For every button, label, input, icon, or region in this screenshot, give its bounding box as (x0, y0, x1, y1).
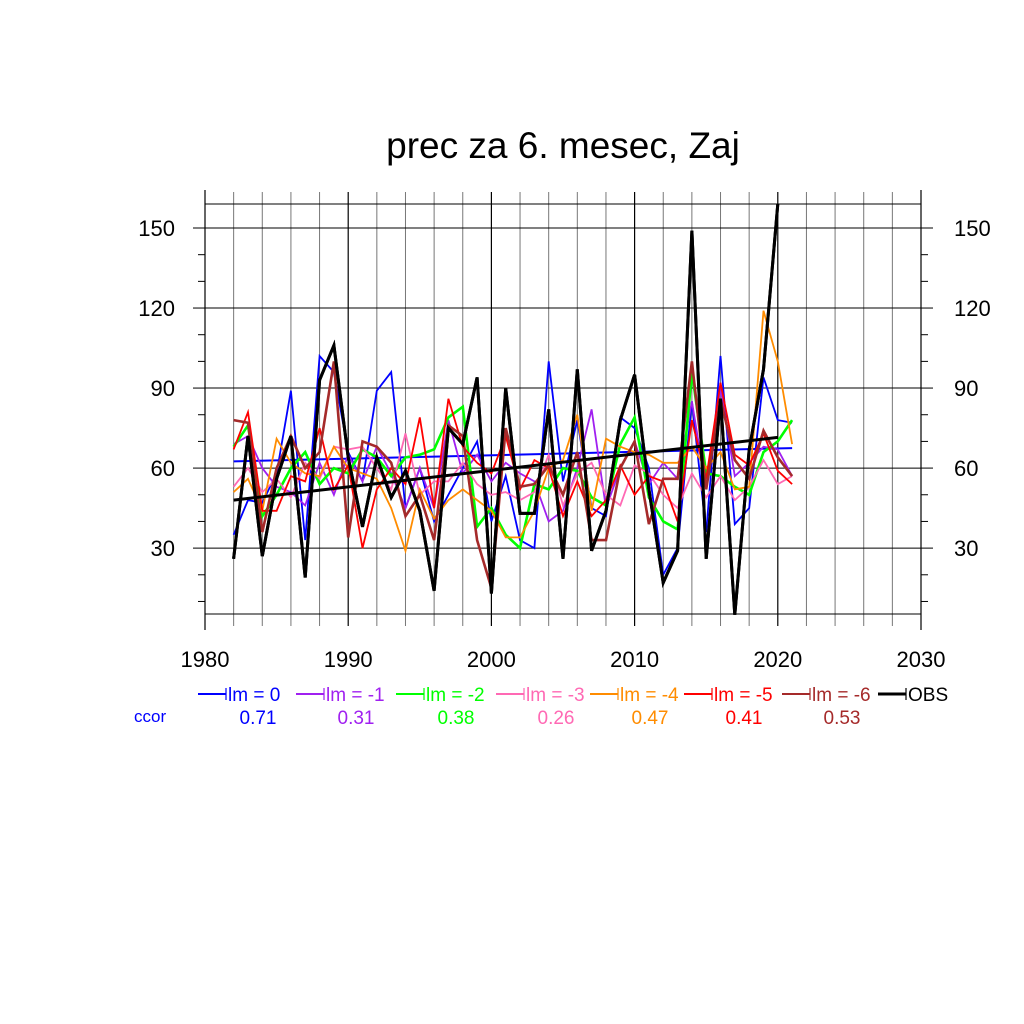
legend-label: OBS (908, 685, 948, 706)
legend-label: lm = -3 (526, 685, 585, 706)
grid (205, 192, 921, 626)
y-tick-label-left: 150 (138, 216, 175, 241)
legend-ccor-value: 0.53 (824, 708, 861, 729)
chart-title: prec za 6. mesec, Zaj (386, 125, 740, 166)
legend-label: lm = -4 (620, 685, 679, 706)
x-tick-label: 1990 (324, 647, 373, 672)
x-tick-label: 2010 (610, 647, 659, 672)
x-tick-label: 2020 (753, 647, 802, 672)
legend-label: lm = -2 (426, 685, 485, 706)
axis-ticks: 30 30 60 60 90 90 120 120 150 150 1980 1990 2000 2010… (138, 216, 990, 672)
trend-line (233, 435, 778, 502)
y-tick-label-right: 150 (954, 216, 991, 241)
x-tick-label: 1980 (181, 647, 230, 672)
series-line-obs (232, 203, 780, 615)
legend-label: lm = -1 (326, 685, 385, 706)
y-tick-label-right: 60 (954, 456, 978, 481)
legend-ccor-label: ccor (134, 707, 166, 726)
legend-label: lm = -5 (714, 685, 773, 706)
x-tick-label: 2030 (897, 647, 946, 672)
y-tick-label-right: 120 (954, 296, 991, 321)
y-tick-label-right: 90 (954, 376, 978, 401)
y-tick-label-left: 90 (151, 376, 175, 401)
y-tick-label-left: 120 (138, 296, 175, 321)
y-tick-label-left: 60 (151, 456, 175, 481)
x-tick-label: 2000 (467, 647, 516, 672)
legend-label: lm = 0 (228, 685, 280, 706)
legend-label: lm = -6 (812, 685, 871, 706)
legend-ccor-value: 0.38 (438, 708, 475, 729)
plot-lines (232, 203, 794, 615)
legend-ccor-value: 0.31 (338, 708, 375, 729)
legend-ccor-value: 0.47 (632, 708, 669, 729)
legend-ccor-value: 0.41 (726, 708, 763, 729)
legend-ccor-value: 0.26 (538, 708, 575, 729)
plot-frame (204, 190, 922, 630)
y-tick-label-left: 30 (151, 536, 175, 561)
legend-ccor-value: 0.71 (240, 708, 277, 729)
y-tick-label-right: 30 (954, 536, 978, 561)
